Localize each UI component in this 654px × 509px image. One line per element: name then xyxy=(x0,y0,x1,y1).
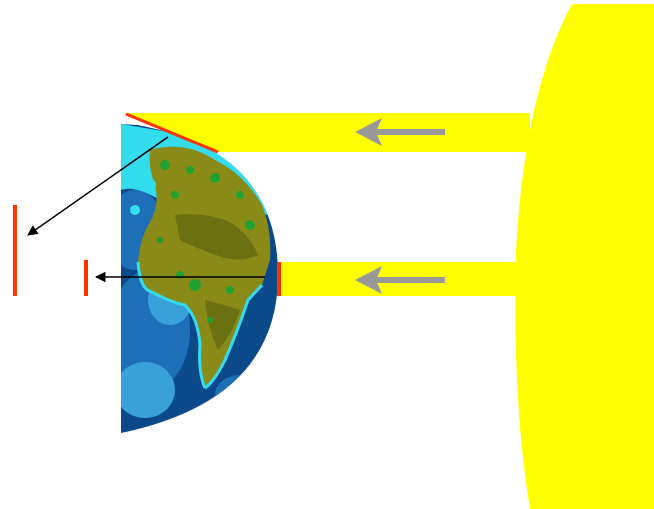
earth-hemisphere xyxy=(121,124,278,433)
outgoing-arrow-oblique xyxy=(27,136,169,236)
sunbeam-oblique xyxy=(127,113,530,152)
incoming-arrow-direct xyxy=(355,266,445,294)
incoming-arrow-oblique xyxy=(355,118,445,146)
sun xyxy=(515,4,654,509)
surface-marker-oblique xyxy=(125,112,219,154)
